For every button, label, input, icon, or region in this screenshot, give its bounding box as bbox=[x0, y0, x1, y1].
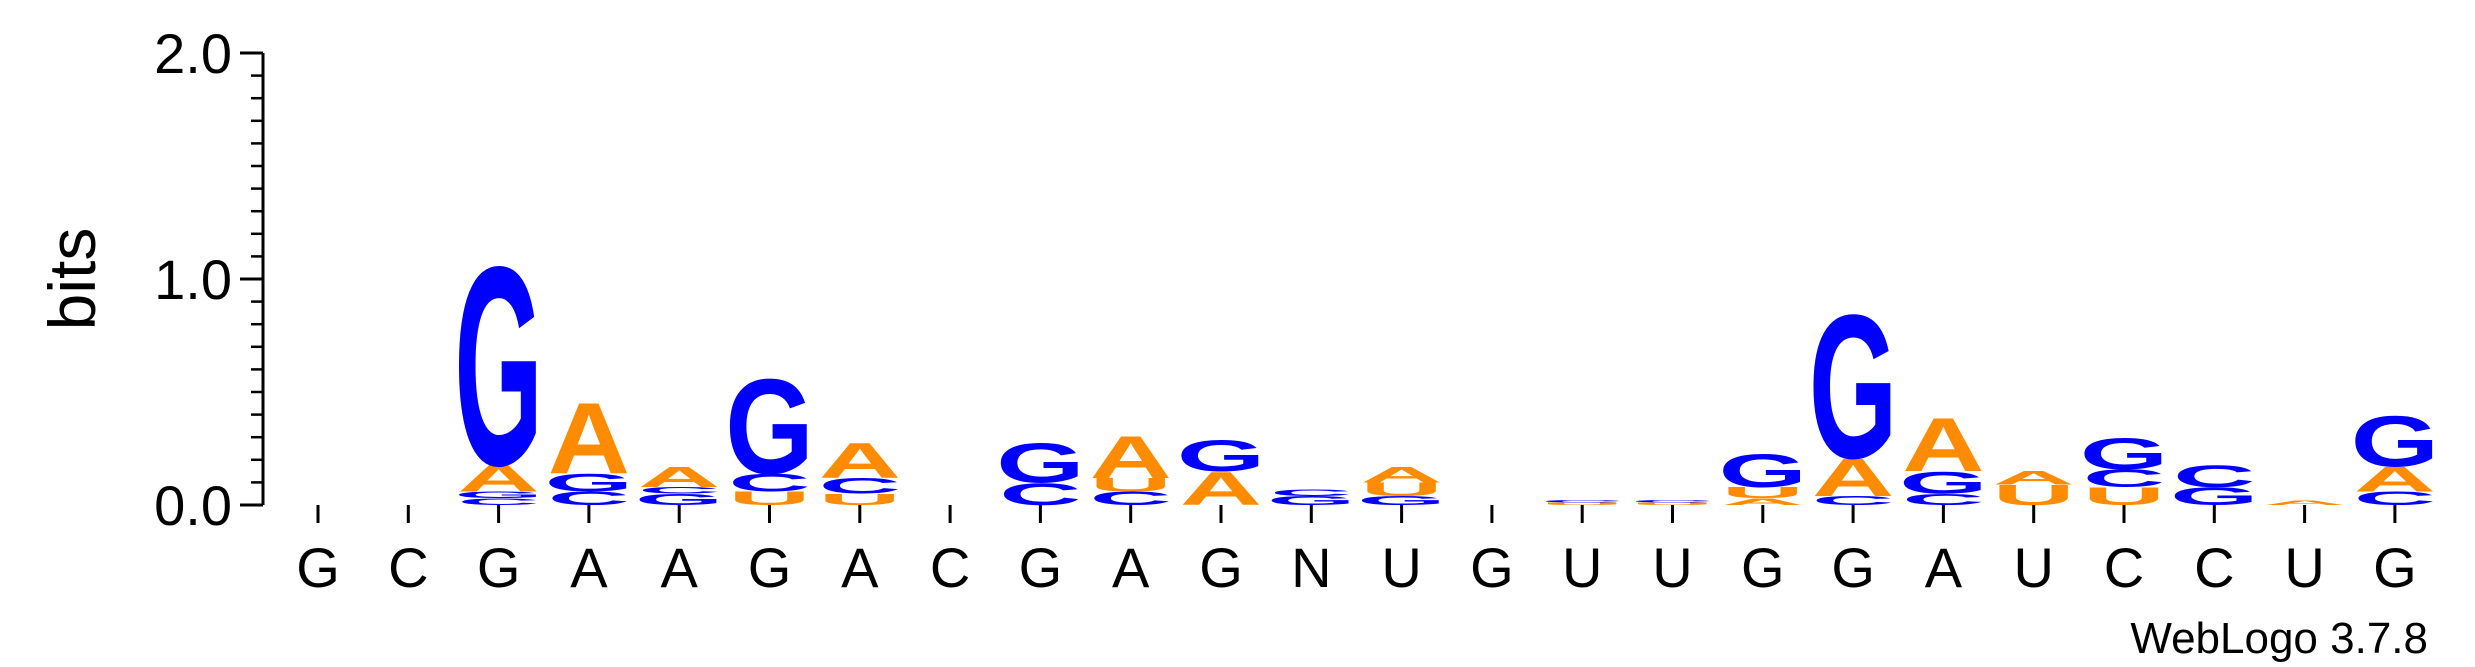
x-tick-label: U bbox=[1562, 536, 1602, 599]
logo-letter-c: C bbox=[819, 474, 901, 499]
x-tick-label: A bbox=[570, 536, 608, 599]
logo-letter-u: U bbox=[819, 491, 901, 509]
logo-letter-c: C bbox=[2173, 458, 2255, 494]
logo-letter-a: A bbox=[548, 382, 630, 495]
x-tick-label: G bbox=[748, 536, 792, 599]
logo-letter-c: C bbox=[457, 497, 539, 508]
logo-letter-g: G bbox=[1809, 273, 1898, 502]
logo-letter-c: C bbox=[1812, 494, 1894, 508]
logo-letter-g: G bbox=[725, 351, 814, 503]
x-tick-label: C bbox=[930, 536, 970, 599]
x-tick-label: G bbox=[1741, 536, 1785, 599]
logo-letter-a: A bbox=[1993, 468, 2075, 489]
x-tick-label: A bbox=[661, 536, 699, 599]
x-tick-label: G bbox=[296, 536, 340, 599]
x-tick-label: U bbox=[2013, 536, 2053, 599]
logo-letter-g: G bbox=[454, 207, 543, 525]
logo-letter-c: C bbox=[2354, 488, 2436, 509]
logo-letter-g: G bbox=[2351, 402, 2440, 483]
logo-letter-a: A bbox=[1902, 403, 1984, 488]
logo-letter-a: A bbox=[1360, 463, 1442, 488]
x-tick-label: G bbox=[1019, 536, 1063, 599]
logo-letter-g: G bbox=[1267, 494, 1356, 508]
logo-letter-c: C bbox=[728, 469, 810, 497]
logo-letter-c: C bbox=[1541, 500, 1623, 504]
x-tick-label: G bbox=[1470, 536, 1514, 599]
logo-letter-a: A bbox=[1090, 425, 1172, 492]
logo-letter-a: A bbox=[457, 457, 539, 499]
x-tick-label: C bbox=[2194, 536, 2234, 599]
logo-letter-u: U bbox=[1541, 502, 1623, 506]
logo-letter-c: C bbox=[1270, 488, 1352, 499]
logo-letter-u: U bbox=[1631, 502, 1713, 506]
logo-letter-g: G bbox=[1357, 494, 1446, 508]
logo-letter-g: G bbox=[2080, 429, 2169, 478]
x-tick-label: A bbox=[841, 536, 879, 599]
logo-letter-u: U bbox=[1090, 475, 1172, 496]
x-tick-label: G bbox=[1199, 536, 1243, 599]
x-tick-label: U bbox=[2284, 536, 2324, 599]
logo-letter-c: C bbox=[548, 488, 630, 509]
logo-letter-u: U bbox=[1360, 479, 1442, 500]
y-ticks: 0.0 1.0 2.0 bbox=[154, 22, 263, 537]
logo-letter-u: U bbox=[728, 488, 810, 509]
logo-letter-g: G bbox=[996, 432, 1085, 495]
logo-letter-a: A bbox=[819, 432, 901, 489]
logo-letter-a: A bbox=[1812, 447, 1894, 507]
logo-letter-c: C bbox=[2083, 464, 2165, 492]
y-axis-title: bits bbox=[35, 228, 109, 331]
weblogo-credit: WebLogo 3.7.8 bbox=[2130, 614, 2428, 663]
x-tick-label: A bbox=[1925, 536, 1963, 599]
y-tick-label: 2.0 bbox=[154, 22, 232, 85]
x-tick-label: U bbox=[1381, 536, 1421, 599]
logo-letter-g: G bbox=[635, 491, 724, 509]
y-tick-label: 0.0 bbox=[154, 474, 232, 537]
logo-letter-c: C bbox=[638, 485, 720, 496]
x-tick-label: G bbox=[477, 536, 521, 599]
logo-letter-c: C bbox=[1902, 491, 1984, 509]
logo-letter-a: A bbox=[638, 461, 720, 493]
logo-letter-g: G bbox=[1719, 445, 1808, 498]
logo-letter-a: A bbox=[1722, 497, 1804, 508]
x-tick-label: C bbox=[2104, 536, 2144, 599]
logo-letter-a: A bbox=[2354, 460, 2436, 499]
logo-letter-g: G bbox=[1177, 432, 1266, 481]
logo-letter-a: A bbox=[2263, 499, 2345, 506]
logo-letter-g: G bbox=[1899, 465, 1988, 501]
x-tick-label: G bbox=[1831, 536, 1875, 599]
x-tick-label: G bbox=[2373, 536, 2417, 599]
x-tick-label: C bbox=[388, 536, 428, 599]
logo-letter-u: U bbox=[1722, 484, 1804, 502]
logo-letter-g: G bbox=[454, 490, 543, 501]
x-tick-label: U bbox=[1652, 536, 1692, 599]
x-tick-label: A bbox=[1112, 536, 1150, 599]
logo-letter-c: C bbox=[1631, 500, 1713, 504]
logo-letter-c: C bbox=[1090, 488, 1172, 509]
logo-letter-g: G bbox=[545, 469, 634, 497]
y-tick-label: 1.0 bbox=[154, 248, 232, 311]
x-tick-label: N bbox=[1291, 536, 1331, 599]
